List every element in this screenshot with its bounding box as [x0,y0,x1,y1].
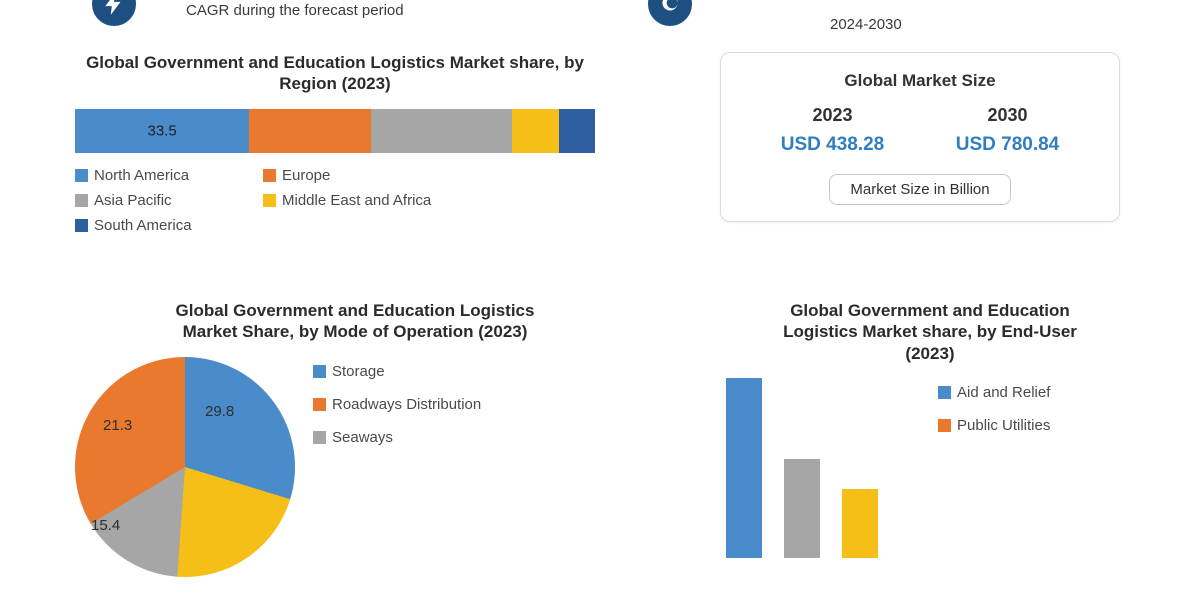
region-chart-title: Global Government and Education Logistic… [75,52,595,95]
legend-swatch [75,219,88,232]
legend-label: South America [94,217,192,234]
bolt-icon [92,0,136,26]
market-size-card: Global Market Size 2023 USD 438.28 2030 … [720,52,1120,222]
enduser-legend-item-1: Public Utilities [938,417,1050,434]
enduser-bars [700,378,910,558]
region-seg-2 [371,109,511,153]
market-size-unit-badge: Market Size in Billion [829,174,1010,205]
mode-legend-item-1: Roadways Distribution [313,396,481,413]
region-legend-item-1: Europe [263,167,423,184]
enduser-bar-1 [784,459,820,558]
region-seg-1 [249,109,371,153]
market-size-year-1: 2030 [956,105,1060,126]
legend-swatch [263,194,276,207]
flame-icon [648,0,692,26]
legend-label: Asia Pacific [94,192,172,209]
enduser-bar-2 [842,489,878,557]
legend-label: Roadways Distribution [332,396,481,413]
legend-swatch [313,365,326,378]
enduser-legend: Aid and Relief Public Utilities [938,384,1050,434]
legend-swatch [263,169,276,182]
mode-legend: Storage Roadways Distribution Seaways [313,363,481,446]
forecast-period-caption: 2024-2030 [830,16,902,33]
enduser-share-chart: Global Government and Education Logistic… [700,300,1160,558]
legend-label: Middle East and Africa [282,192,431,209]
legend-swatch [938,419,951,432]
legend-swatch [313,398,326,411]
mode-pie: 29.8 21.3 15.4 [75,357,295,577]
legend-swatch [75,169,88,182]
legend-swatch [938,386,951,399]
market-size-row: 2023 USD 438.28 2030 USD 780.84 [745,105,1095,156]
mode-legend-item-2: Seaways [313,429,481,446]
legend-swatch [75,194,88,207]
market-size-value-0: USD 438.28 [781,134,885,156]
pie-value-label-2: 15.4 [91,517,120,534]
region-legend-item-2: Asia Pacific [75,192,235,209]
market-size-year-0: 2023 [781,105,885,126]
pie-value-label-0: 29.8 [205,403,234,420]
enduser-legend-item-0: Aid and Relief [938,384,1050,401]
legend-label: Storage [332,363,385,380]
region-seg-label-0: 33.5 [147,122,176,139]
region-share-chart: Global Government and Education Logistic… [75,52,595,234]
legend-swatch [313,431,326,444]
cagr-caption: CAGR during the forecast period [186,2,404,19]
legend-label: Seaways [332,429,393,446]
region-seg-0: 33.5 [75,109,249,153]
region-legend-item-0: North America [75,167,235,184]
region-seg-4 [559,109,595,153]
mode-chart-title: Global Government and Education Logistic… [175,300,535,343]
pie-value-label-1: 21.3 [103,417,132,434]
legend-label: Aid and Relief [957,384,1050,401]
legend-label: Europe [282,167,330,184]
legend-label: Public Utilities [957,417,1050,434]
region-stacked-bar: 33.5 [75,109,595,153]
region-seg-3 [512,109,559,153]
legend-label: North America [94,167,189,184]
market-size-title: Global Market Size [745,71,1095,91]
mode-legend-item-0: Storage [313,363,481,380]
region-legend: North America Europe Asia Pacific Middle Ea… [75,167,575,234]
enduser-bar-0 [726,378,762,558]
region-legend-item-4: South America [75,217,235,234]
market-size-value-1: USD 780.84 [956,134,1060,156]
mode-share-chart: Global Government and Education Logistic… [75,300,635,577]
region-legend-item-3: Middle East and Africa [263,192,431,209]
enduser-chart-title: Global Government and Education Logistic… [760,300,1100,364]
